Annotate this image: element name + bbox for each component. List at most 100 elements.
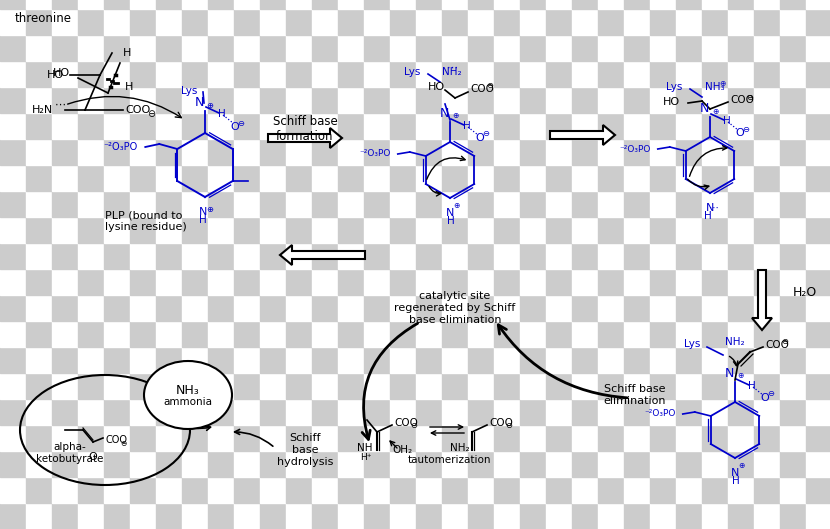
Text: N: N bbox=[446, 208, 454, 218]
Bar bbox=[234, 503, 260, 529]
Bar bbox=[572, 425, 598, 451]
Text: ⊖: ⊖ bbox=[768, 389, 774, 398]
Bar bbox=[598, 295, 624, 321]
Bar bbox=[390, 295, 416, 321]
Bar bbox=[624, 87, 650, 113]
Bar bbox=[806, 165, 830, 191]
Text: COO: COO bbox=[489, 418, 513, 428]
Bar bbox=[338, 35, 364, 61]
Bar bbox=[312, 243, 338, 269]
Bar bbox=[728, 165, 754, 191]
Text: Schiff
base
hydrolysis: Schiff base hydrolysis bbox=[277, 433, 333, 467]
Bar bbox=[676, 139, 702, 165]
Bar bbox=[26, 243, 52, 269]
Bar bbox=[702, 113, 728, 139]
Bar bbox=[676, 113, 702, 139]
Bar bbox=[546, 61, 572, 87]
Bar bbox=[234, 113, 260, 139]
Text: COO: COO bbox=[105, 435, 127, 445]
Bar bbox=[130, 9, 156, 35]
Text: Schiff base
formation: Schiff base formation bbox=[272, 115, 337, 143]
Bar bbox=[182, 0, 208, 9]
Bar bbox=[416, 113, 442, 139]
Bar bbox=[546, 139, 572, 165]
Bar bbox=[26, 503, 52, 529]
Bar bbox=[624, 9, 650, 35]
Bar bbox=[52, 191, 78, 217]
Bar bbox=[624, 165, 650, 191]
Bar bbox=[78, 269, 104, 295]
Bar bbox=[728, 373, 754, 399]
Bar bbox=[780, 321, 806, 347]
Bar bbox=[650, 0, 676, 9]
Bar bbox=[624, 139, 650, 165]
Bar bbox=[208, 191, 234, 217]
Bar bbox=[702, 399, 728, 425]
Bar bbox=[598, 113, 624, 139]
Text: NH₃: NH₃ bbox=[176, 384, 200, 397]
Bar bbox=[104, 191, 130, 217]
Bar bbox=[754, 503, 780, 529]
Bar bbox=[546, 321, 572, 347]
Bar bbox=[286, 61, 312, 87]
Bar bbox=[390, 35, 416, 61]
Bar bbox=[52, 113, 78, 139]
Text: H: H bbox=[723, 116, 731, 126]
Bar bbox=[78, 477, 104, 503]
Bar bbox=[208, 347, 234, 373]
Bar bbox=[728, 477, 754, 503]
Bar bbox=[0, 87, 26, 113]
Bar bbox=[624, 347, 650, 373]
Bar bbox=[416, 9, 442, 35]
Bar bbox=[234, 0, 260, 9]
Bar bbox=[520, 399, 546, 425]
Bar bbox=[754, 399, 780, 425]
Bar bbox=[130, 139, 156, 165]
Bar bbox=[728, 399, 754, 425]
Bar bbox=[520, 61, 546, 87]
Bar bbox=[650, 321, 676, 347]
Bar bbox=[728, 191, 754, 217]
Text: N: N bbox=[700, 102, 709, 115]
Bar bbox=[624, 61, 650, 87]
Bar bbox=[520, 503, 546, 529]
Bar bbox=[234, 243, 260, 269]
Bar bbox=[546, 113, 572, 139]
Bar bbox=[364, 321, 390, 347]
Bar bbox=[650, 113, 676, 139]
Bar bbox=[754, 113, 780, 139]
Bar bbox=[130, 269, 156, 295]
Bar bbox=[312, 503, 338, 529]
Bar bbox=[754, 139, 780, 165]
Bar bbox=[156, 399, 182, 425]
Bar bbox=[468, 399, 494, 425]
Bar bbox=[624, 399, 650, 425]
Bar bbox=[806, 191, 830, 217]
Bar bbox=[52, 451, 78, 477]
Bar bbox=[390, 451, 416, 477]
Bar bbox=[442, 295, 468, 321]
Bar bbox=[286, 9, 312, 35]
Bar bbox=[338, 347, 364, 373]
Bar bbox=[494, 243, 520, 269]
Bar bbox=[572, 477, 598, 503]
Bar bbox=[182, 87, 208, 113]
Bar bbox=[546, 347, 572, 373]
Bar bbox=[520, 217, 546, 243]
Bar bbox=[0, 269, 26, 295]
Bar bbox=[312, 477, 338, 503]
Bar bbox=[780, 373, 806, 399]
Bar bbox=[520, 165, 546, 191]
Bar bbox=[390, 373, 416, 399]
Text: H: H bbox=[199, 215, 207, 225]
Bar bbox=[78, 217, 104, 243]
Bar bbox=[676, 425, 702, 451]
Bar bbox=[520, 113, 546, 139]
Bar bbox=[572, 139, 598, 165]
Bar bbox=[78, 373, 104, 399]
Bar bbox=[286, 243, 312, 269]
Text: ⊖: ⊖ bbox=[482, 130, 490, 139]
Bar bbox=[650, 347, 676, 373]
Bar bbox=[598, 425, 624, 451]
Bar bbox=[286, 269, 312, 295]
